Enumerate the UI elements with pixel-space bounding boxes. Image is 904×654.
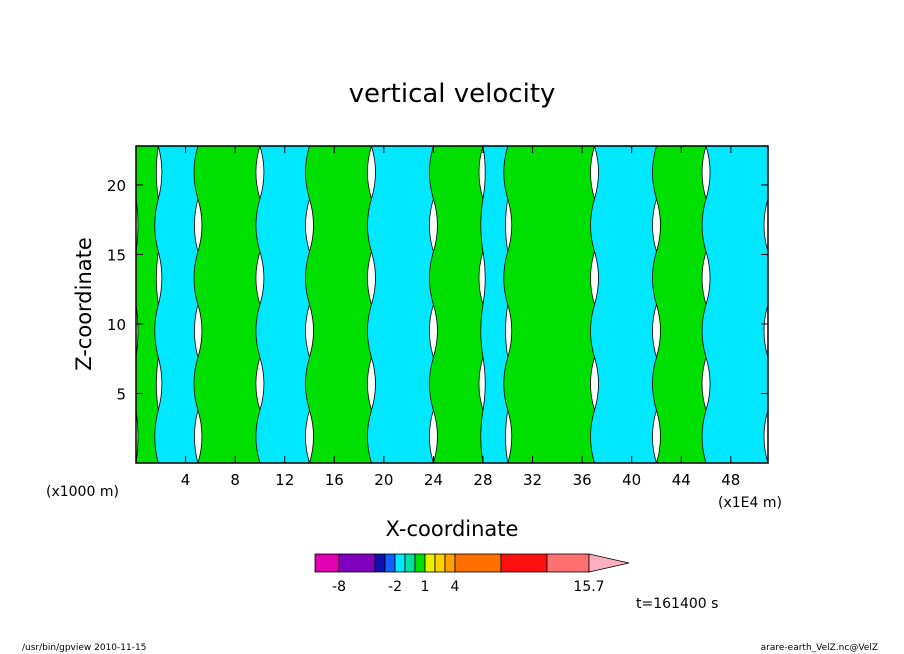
- x-tick-label: 20: [374, 471, 393, 489]
- x-tick-label: 32: [523, 471, 542, 489]
- colorbar-bin: [414, 553, 426, 573]
- x-tick-label: 44: [672, 471, 691, 489]
- x-axis: 4 8 12 16 20 24 28 32 36 40 44 48: [181, 146, 740, 489]
- colorbar-label: 1: [421, 579, 430, 595]
- colorbar-bin: [338, 553, 376, 573]
- colorbar: -8 -2 1 4 15.7: [314, 553, 630, 595]
- contour-region-negative: [367, 146, 438, 463]
- colorbar-bin: [424, 553, 436, 573]
- plot-frame: [135, 145, 769, 464]
- y-tick-label: 10: [107, 316, 126, 334]
- contour-region-negative: [480, 146, 511, 463]
- x-tick-label: 16: [325, 471, 344, 489]
- x-tick-label: 12: [275, 471, 294, 489]
- x-tick-label: 8: [230, 471, 240, 489]
- y-axis: 5 10 15 20: [107, 177, 768, 403]
- colorbar-bin: [500, 553, 548, 573]
- colorbar-bin: [314, 553, 340, 573]
- colorbar-bin: [374, 553, 386, 573]
- colorbar-bin: [434, 553, 446, 573]
- contour-region-positive: [652, 146, 711, 463]
- colorbar-bin: [404, 553, 416, 573]
- x-tick-label: 24: [424, 471, 443, 489]
- colorbar-extend: [588, 553, 630, 573]
- time-label: t=161400 s: [636, 596, 718, 612]
- colorbar-bin: [546, 553, 590, 573]
- contour-region-negative: [255, 146, 314, 463]
- colorbar-bin: [384, 553, 396, 573]
- contour-fill: [136, 146, 768, 463]
- x-tick-label: 4: [181, 471, 191, 489]
- colorbar-label: -2: [388, 579, 402, 595]
- x-tick-label: 28: [473, 471, 492, 489]
- y-tick-label: 15: [107, 246, 126, 264]
- footer-right: arare-earth_VelZ.nc@VelZ: [761, 643, 878, 653]
- colorbar-bin: [454, 553, 502, 573]
- y-axis-label: Z-coordinate: [72, 237, 96, 371]
- colorbar-label: 15.7: [573, 579, 604, 595]
- footer-left: /usr/bin/gpview 2010-11-15: [22, 643, 146, 653]
- colorbar-bin: [444, 553, 456, 573]
- contour-region-positive: [503, 146, 599, 463]
- x-tick-label: 36: [573, 471, 592, 489]
- contour-region-positive: [305, 146, 376, 463]
- y-unit-label: (x1000 m): [46, 484, 119, 500]
- x-axis-label: X-coordinate: [386, 517, 519, 541]
- x-unit-label: (x1E4 m): [718, 495, 782, 511]
- contour-region-negative: [590, 146, 661, 463]
- y-tick-label: 20: [107, 177, 126, 195]
- contour-region-positive: [193, 146, 265, 463]
- x-tick-label: 40: [622, 471, 641, 489]
- colorbar-label: -8: [332, 579, 346, 595]
- chart-title: vertical velocity: [349, 79, 556, 109]
- colorbar-label: 4: [451, 579, 460, 595]
- contour-region-negative: [154, 146, 202, 463]
- colorbar-bin: [394, 553, 406, 573]
- contour-region-positive: [136, 146, 161, 463]
- contour-region-negative: [701, 146, 768, 463]
- x-tick-label: 48: [721, 471, 740, 489]
- y-tick-label: 5: [116, 385, 126, 403]
- contour-region-positive: [429, 146, 488, 463]
